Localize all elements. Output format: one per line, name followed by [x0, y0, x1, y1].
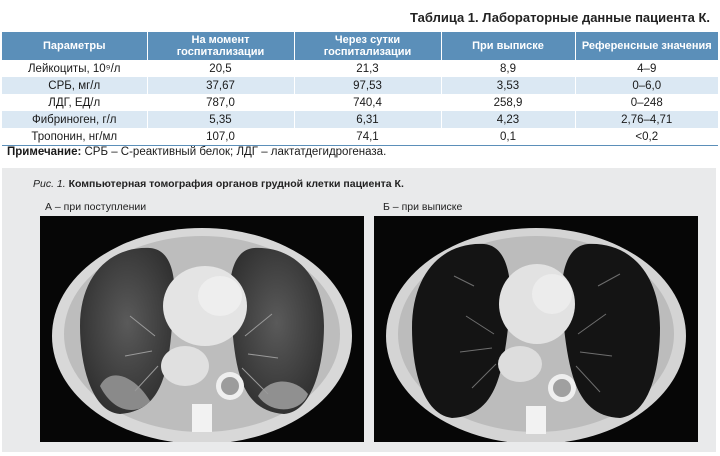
row-label: ЛДГ, ЕД/л [2, 94, 148, 111]
table-row: Тропонин, нг/мл 107,0 74,1 0,1 <0,2 [2, 128, 718, 146]
cell-discharge: 3,53 [441, 77, 576, 94]
ct-image-discharge [374, 216, 698, 442]
cell-admission: 20,5 [147, 60, 295, 77]
table-row: СРБ, мг/л 37,67 97,53 3,53 0–6,0 [2, 77, 718, 94]
table-header-row: Параметры На момент госпитализации Через… [2, 32, 718, 60]
figure-caption-prefix: Рис. 1. [33, 178, 66, 190]
table-row: Лейкоциты, 10⁹/л 20,5 21,3 8,9 4–9 [2, 60, 718, 77]
row-label: Фибриноген, г/л [2, 111, 148, 128]
cell-day-after: 6,31 [294, 111, 442, 128]
cell-discharge: 4,23 [441, 111, 576, 128]
header-admission: На момент госпитализации [147, 32, 295, 60]
panel-b-label: Б – при выписке [383, 201, 463, 213]
cell-admission: 107,0 [147, 128, 295, 146]
cell-discharge: 8,9 [441, 60, 576, 77]
figure-caption-text: Компьютерная томография органов грудной … [65, 178, 404, 190]
header-reference: Референсные значения [575, 32, 718, 60]
cell-admission: 787,0 [147, 94, 295, 111]
cell-day-after: 74,1 [294, 128, 442, 146]
header-discharge: При выписке [441, 32, 576, 60]
cell-discharge: 0,1 [441, 128, 576, 146]
header-parameters: Параметры [2, 32, 148, 60]
cell-reference: 2,76–4,71 [575, 111, 718, 128]
figure-caption: Рис. 1. Компьютерная томография органов … [33, 178, 404, 190]
table-title: Таблица 1. Лабораторные данные пациента … [410, 10, 710, 25]
cell-reference: 0–6,0 [575, 77, 718, 94]
cell-admission: 37,67 [147, 77, 295, 94]
panel-a-label: А – при поступлении [45, 201, 147, 213]
cell-day-after: 21,3 [294, 60, 442, 77]
cell-day-after: 97,53 [294, 77, 442, 94]
table-row: ЛДГ, ЕД/л 787,0 740,4 258,9 0–248 [2, 94, 718, 111]
table-row: Фибриноген, г/л 5,35 6,31 4,23 2,76–4,71 [2, 111, 718, 128]
ct-image-admission [40, 216, 364, 442]
cell-reference: 0–248 [575, 94, 718, 111]
cell-discharge: 258,9 [441, 94, 576, 111]
cell-reference: <0,2 [575, 128, 718, 146]
row-label: Лейкоциты, 10⁹/л [2, 60, 148, 77]
row-label: СРБ, мг/л [2, 77, 148, 94]
row-label: Тропонин, нг/мл [2, 128, 148, 146]
cell-day-after: 740,4 [294, 94, 442, 111]
table-note: Примечание: СРБ – С-реактивный белок; ЛД… [7, 146, 386, 158]
note-text: СРБ – С-реактивный белок; ЛДГ – лактатде… [81, 146, 387, 158]
lab-data-table: Параметры На момент госпитализации Через… [2, 32, 718, 146]
note-label: Примечание: [7, 146, 82, 158]
header-day-after: Через сутки госпитализации [294, 32, 442, 60]
cell-admission: 5,35 [147, 111, 295, 128]
cell-reference: 4–9 [575, 60, 718, 77]
